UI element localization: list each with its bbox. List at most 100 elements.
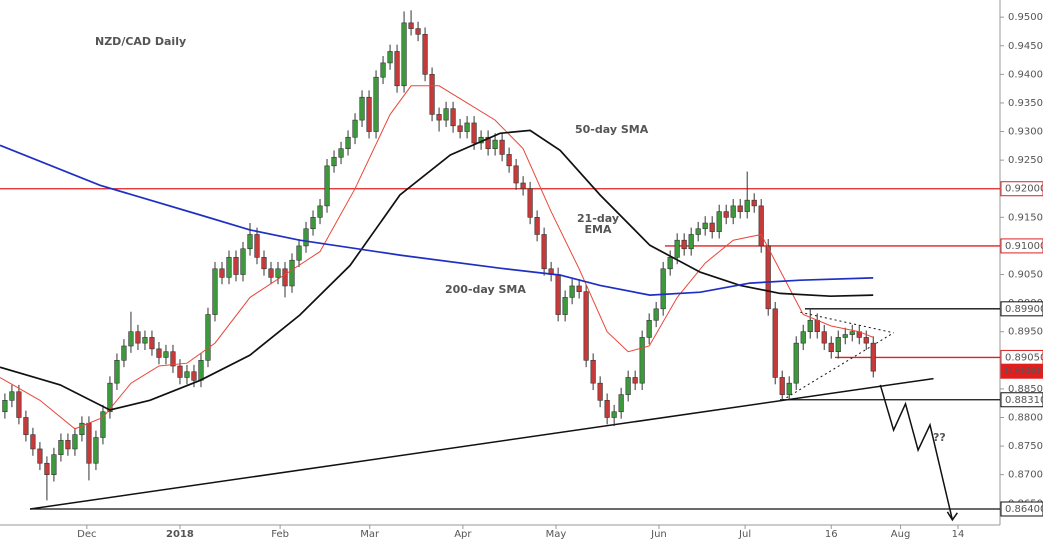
candle-body (44, 462, 50, 475)
price-tag (1000, 392, 1043, 408)
annotation: EMA (585, 223, 612, 236)
trendline (879, 384, 954, 521)
candle-body (254, 234, 260, 258)
candle-body (821, 331, 827, 344)
candle-body (72, 434, 78, 450)
candle-body (758, 205, 764, 247)
candle-body (814, 319, 820, 332)
candle-body (58, 440, 64, 455)
candle-body (177, 365, 183, 378)
candle-body (240, 248, 246, 275)
candle-body (597, 382, 603, 401)
candle-body (485, 136, 491, 149)
candle-body (835, 337, 841, 353)
candle-body (709, 222, 715, 232)
x-tick-label: 16 (825, 529, 838, 540)
candle-body (492, 139, 498, 149)
candle-body (191, 371, 197, 381)
x-tick-label: Jun (650, 529, 667, 540)
candle-body (422, 34, 428, 75)
candle-body (219, 268, 225, 278)
candle-body (457, 125, 463, 132)
candle-body (37, 448, 43, 464)
candle-body (198, 359, 204, 381)
candle-body (184, 371, 190, 378)
candle-body (275, 268, 281, 278)
candle-body (128, 331, 134, 347)
price-tag-label: 0.89050 (1005, 352, 1043, 363)
candle-body (842, 334, 848, 338)
candle-body (436, 114, 442, 121)
x-tick-label: 14 (952, 529, 965, 540)
trendline (781, 332, 894, 401)
candle-body (660, 268, 666, 310)
candle-body (394, 51, 400, 87)
candle-body (779, 377, 785, 395)
annotation: 200-day SMA (445, 283, 526, 296)
candle-body (156, 348, 162, 358)
candle-body (499, 139, 505, 155)
candle-body (688, 234, 694, 250)
candle-body (261, 257, 267, 270)
candle-body (737, 205, 743, 212)
x-tick-label: 2018 (166, 529, 194, 540)
candle-body (65, 440, 71, 450)
price-tag-label: 0.88310 (1005, 395, 1043, 406)
candle-body (247, 234, 253, 250)
candle-body (51, 454, 57, 475)
candle-body (807, 319, 813, 332)
candle-body (555, 274, 561, 315)
candle-body (170, 351, 176, 367)
candle-body (324, 165, 330, 207)
candle-body (513, 165, 519, 184)
candle-body (331, 156, 337, 167)
candle-body (772, 308, 778, 378)
candle-body (828, 342, 834, 353)
candle-body (723, 211, 729, 218)
candle-body (863, 337, 869, 344)
candle-body (100, 411, 106, 438)
candle-body (114, 359, 120, 384)
candle-body (107, 382, 113, 413)
candle-body (576, 285, 582, 292)
annotation: 21-day (577, 212, 619, 225)
candle-body (653, 308, 659, 321)
candle-body (730, 205, 736, 218)
x-tick-label: Feb (271, 529, 289, 540)
candle-body (359, 96, 365, 121)
candle-body (562, 297, 568, 315)
arrow-head (946, 511, 958, 522)
candle-body (534, 217, 540, 235)
candle-body (443, 108, 449, 121)
x-tick-label: May (546, 529, 567, 540)
candle-body (541, 234, 547, 270)
candle-body (93, 437, 99, 464)
x-tick-label: Mar (360, 529, 380, 540)
candle-body (79, 422, 85, 435)
candle-body (366, 96, 372, 132)
x-tick-label: Jul (738, 529, 751, 540)
candle-body (345, 136, 351, 149)
candle-body (142, 337, 148, 344)
candle-body (681, 239, 687, 250)
x-tick-label: Aug (891, 529, 911, 540)
candle-body (338, 148, 344, 158)
trendline (800, 311, 894, 334)
candle-body (674, 239, 680, 258)
candle-body (9, 391, 15, 401)
candle-body (2, 400, 8, 413)
price-tag-label: 0.86400 (1005, 504, 1043, 515)
x-tick-label: Dec (77, 529, 96, 540)
candle-body (212, 268, 218, 315)
ma-line (0, 144, 874, 296)
candle-body (149, 337, 155, 350)
candle-body (639, 337, 645, 384)
